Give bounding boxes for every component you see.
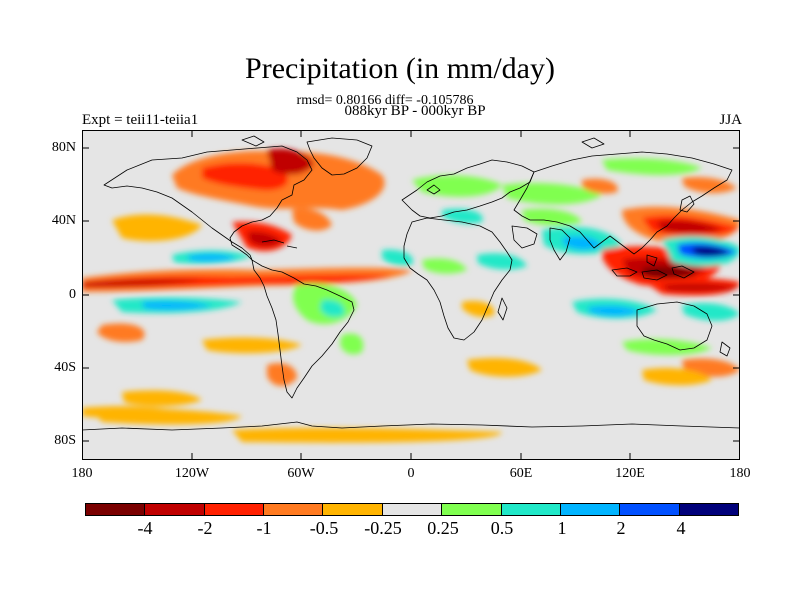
lon-label-120e: 120E: [615, 466, 645, 481]
colorbar-label: -0.25: [364, 518, 402, 538]
colorbar-swatch: [679, 504, 738, 515]
lat-label-80s: 80S: [54, 433, 76, 448]
colorbar-swatch: [501, 504, 561, 515]
lon-label-0: 0: [407, 466, 415, 481]
coastlines: [81, 135, 741, 431]
colorbar-swatch: [560, 504, 621, 515]
precipitation-map: [81, 130, 741, 460]
chart-title: Precipitation (in mm/day): [245, 52, 555, 85]
lon-label-180e: 180: [729, 466, 751, 481]
colorbar-label: 4: [676, 518, 686, 538]
colorbar-swatch: [442, 504, 502, 515]
colorbar-label: 0.25: [427, 518, 459, 538]
colorbar-label: 1: [557, 518, 567, 538]
lon-label-120w: 120W: [174, 466, 210, 481]
lon-ticks: [191, 130, 631, 460]
colorbar-swatch: [145, 504, 205, 515]
colorbar-swatch: [204, 504, 265, 515]
precip-anomaly-fields: [82, 148, 740, 443]
lat-ticks: [82, 147, 740, 442]
colorbar-label: -0.5: [309, 518, 339, 538]
colorbar-swatch: [323, 504, 383, 515]
map-svg: [81, 130, 741, 460]
period-subtitle: 088kyr BP - 000kyr BP: [344, 103, 486, 119]
colorbar-swatch: [264, 504, 324, 515]
colorbar-label: -1: [256, 518, 272, 538]
experiment-label: Expt = teii11-teiia1: [82, 112, 199, 128]
lat-label-80n: 80N: [51, 140, 76, 155]
lon-label-180w: 180: [71, 466, 93, 481]
colorbar: [85, 503, 739, 516]
colorbar-label: -2: [197, 518, 213, 538]
lat-label-40s: 40S: [54, 360, 76, 375]
colorbar-label: 0.5: [490, 518, 514, 538]
lat-label-40n: 40N: [51, 213, 76, 228]
stats-subtitle: rmsd= 0.80166 diff= -0.105786: [296, 93, 474, 108]
colorbar-swatch: [86, 504, 146, 515]
colorbar-swatch: [620, 504, 680, 515]
colorbar-swatch: [382, 504, 443, 515]
colorbar-label: -4: [137, 518, 153, 538]
colorbar-label: 2: [616, 518, 626, 538]
lat-label-0: 0: [69, 287, 76, 302]
lon-label-60e: 60E: [509, 466, 533, 481]
lon-label-60w: 60W: [287, 466, 315, 481]
season-label: JJA: [719, 112, 742, 128]
